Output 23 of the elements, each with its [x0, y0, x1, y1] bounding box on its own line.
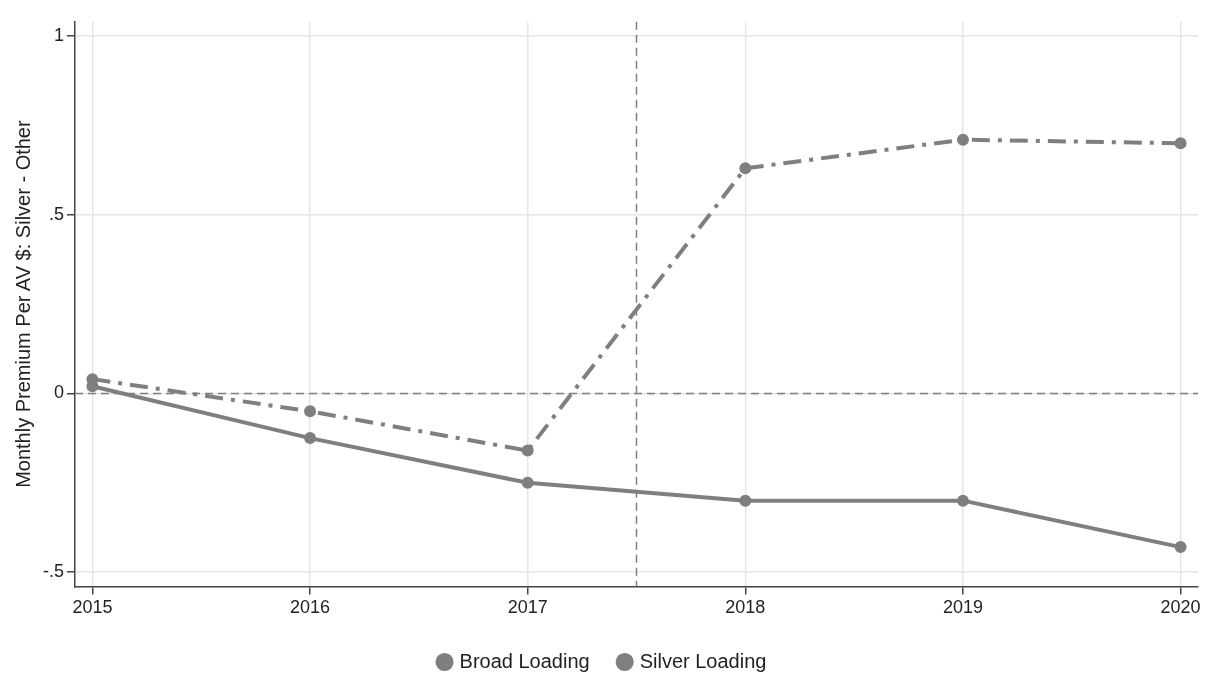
point	[304, 432, 317, 445]
y-tick-label: -.5	[42, 561, 65, 582]
point	[1174, 541, 1187, 554]
x-tick-label: 2018	[725, 597, 766, 618]
x-tick-label: 2016	[290, 597, 331, 618]
point	[956, 133, 969, 146]
x-tick-label: 2015	[72, 597, 113, 618]
point	[521, 444, 534, 457]
legend-label: Broad Loading	[459, 649, 590, 672]
legend-label: Silver Loading	[639, 649, 767, 672]
y-tick-label: 1	[53, 25, 65, 46]
point	[739, 494, 752, 507]
point	[521, 476, 534, 489]
point	[739, 162, 752, 175]
x-tick-label: 2020	[1160, 597, 1201, 618]
point	[304, 405, 317, 418]
y-tick-label: 0	[53, 382, 65, 403]
y-axis-title: Monthly Premium Per AV $: Silver - Other	[11, 120, 34, 488]
x-tick-label: 2019	[942, 597, 983, 618]
point	[1174, 137, 1187, 150]
y-tick-label: .5	[48, 203, 65, 224]
x-tick-label: 2017	[507, 597, 548, 618]
point	[956, 494, 969, 507]
